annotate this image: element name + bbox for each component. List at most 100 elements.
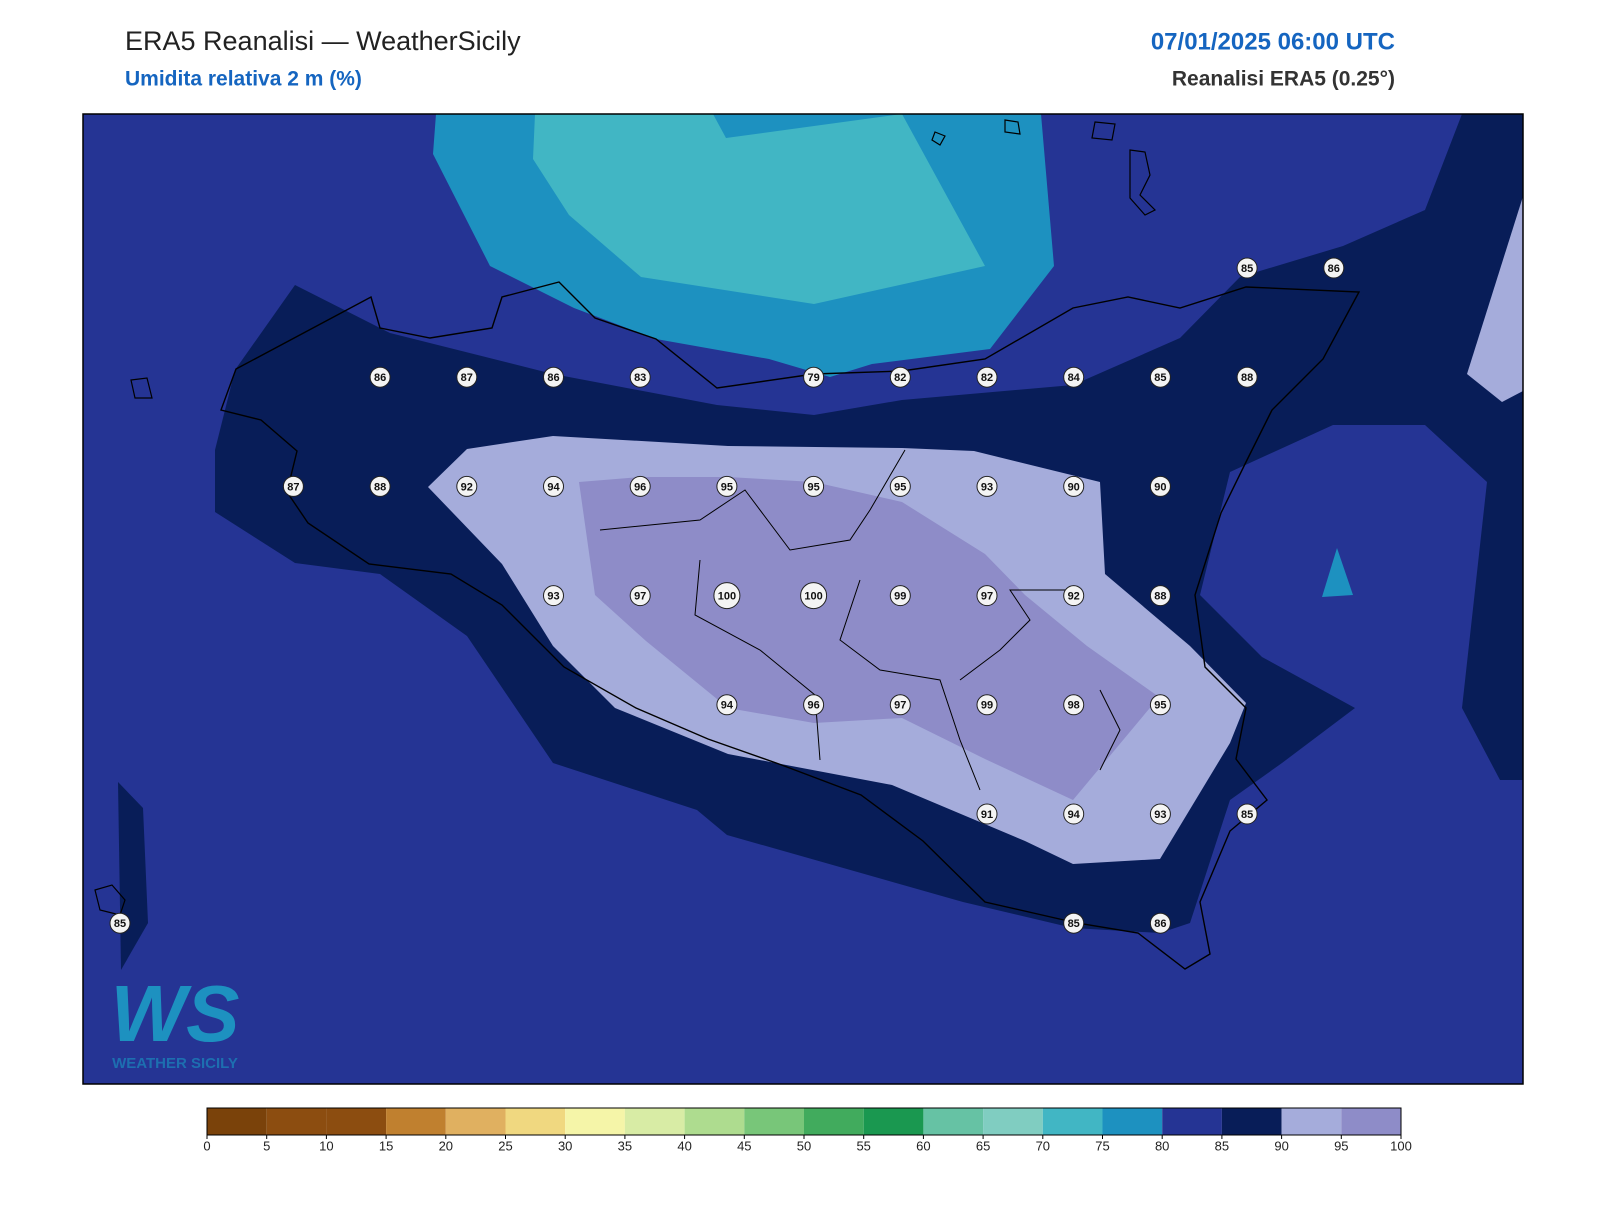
station-marker bbox=[1063, 694, 1085, 716]
station-marker bbox=[1236, 366, 1258, 388]
station-marker bbox=[456, 475, 478, 497]
station-marker bbox=[716, 475, 738, 497]
station-value: 88 bbox=[374, 481, 386, 493]
colorbar-segment bbox=[804, 1108, 864, 1135]
colorbar-tick-label: 55 bbox=[856, 1138, 870, 1153]
station-value: 96 bbox=[807, 700, 819, 712]
station-marker bbox=[803, 694, 825, 716]
station-marker bbox=[889, 366, 911, 388]
station-value: 85 bbox=[1068, 918, 1080, 930]
station-value: 95 bbox=[894, 481, 906, 493]
colorbar-tick-label: 35 bbox=[618, 1138, 632, 1153]
colorbar-tick-label: 85 bbox=[1215, 1138, 1229, 1153]
station-marker bbox=[976, 475, 998, 497]
station-value: 99 bbox=[894, 591, 906, 603]
colorbar-tick-label: 100 bbox=[1390, 1138, 1412, 1153]
station-value: 100 bbox=[804, 591, 822, 603]
station-marker bbox=[1149, 803, 1171, 825]
colorbar-tick-label: 45 bbox=[737, 1138, 751, 1153]
station-value: 83 bbox=[634, 372, 646, 384]
station-value: 90 bbox=[1068, 481, 1080, 493]
colorbar-tick-label: 95 bbox=[1334, 1138, 1348, 1153]
station-marker bbox=[1063, 585, 1085, 607]
station-marker bbox=[1149, 585, 1171, 607]
colorbar-segment bbox=[505, 1108, 566, 1135]
contour bbox=[1322, 548, 1353, 597]
contour bbox=[1467, 196, 1523, 402]
station-marker bbox=[282, 475, 304, 497]
colorbar-tick-label: 20 bbox=[439, 1138, 453, 1153]
station-marker bbox=[629, 585, 651, 607]
colorbar-segment bbox=[1162, 1108, 1222, 1135]
contour bbox=[533, 114, 985, 304]
colorbar-tick-label: 0 bbox=[203, 1138, 210, 1153]
station-marker bbox=[109, 912, 131, 934]
colorbar-tick-label: 50 bbox=[797, 1138, 811, 1153]
station-marker bbox=[1063, 475, 1085, 497]
station-value: 93 bbox=[547, 591, 559, 603]
station-value: 100 bbox=[718, 591, 736, 603]
station-value: 99 bbox=[981, 700, 993, 712]
station-marker bbox=[713, 582, 741, 610]
station-marker bbox=[716, 694, 738, 716]
station-value: 94 bbox=[547, 481, 560, 493]
station-value: 96 bbox=[634, 481, 646, 493]
station-value: 98 bbox=[1068, 700, 1080, 712]
station-marker bbox=[543, 585, 564, 607]
station-marker bbox=[1063, 366, 1085, 388]
colorbar-segment bbox=[1341, 1108, 1401, 1135]
province-border bbox=[599, 449, 1121, 791]
colorbar-tick-label: 75 bbox=[1095, 1138, 1109, 1153]
colorbar-segment bbox=[624, 1108, 685, 1135]
station-value: 92 bbox=[461, 481, 473, 493]
station-value: 87 bbox=[287, 481, 299, 493]
map-frame bbox=[82, 113, 1524, 1085]
station-value: 85 bbox=[1241, 263, 1253, 275]
station-value: 85 bbox=[1154, 372, 1166, 384]
station-marker bbox=[889, 475, 911, 497]
station-marker bbox=[976, 694, 998, 716]
coastline bbox=[220, 281, 1361, 970]
station-value: 97 bbox=[981, 591, 993, 603]
station-marker bbox=[1149, 475, 1171, 497]
station-marker bbox=[1236, 803, 1258, 825]
island bbox=[94, 119, 1157, 916]
colorbar-tick-label: 25 bbox=[498, 1138, 512, 1153]
logo-text: WEATHER SICILY bbox=[112, 1055, 238, 1072]
colorbar-segment bbox=[1042, 1108, 1103, 1135]
station-marker bbox=[1236, 257, 1258, 279]
station-marker bbox=[976, 803, 998, 825]
station-marker bbox=[369, 475, 391, 497]
station-marker bbox=[369, 366, 391, 388]
title: ERA5 Reanalisi — WeatherSicily bbox=[125, 26, 521, 56]
station-value: 93 bbox=[981, 481, 993, 493]
station-marker bbox=[543, 366, 564, 388]
station-marker bbox=[889, 585, 911, 607]
station-value: 97 bbox=[634, 591, 646, 603]
station-marker bbox=[629, 366, 651, 388]
colorbar-segment bbox=[326, 1108, 387, 1135]
station-value: 95 bbox=[1154, 700, 1166, 712]
station-value: 82 bbox=[981, 372, 993, 384]
station-value: 88 bbox=[1154, 591, 1166, 603]
station-marker bbox=[543, 475, 564, 497]
map bbox=[83, 114, 1523, 1084]
colorbar-tick-label: 40 bbox=[677, 1138, 691, 1153]
logo-mark: WS bbox=[111, 969, 240, 1058]
station-value: 94 bbox=[721, 700, 734, 712]
station-marker bbox=[1149, 366, 1171, 388]
station-marker bbox=[1323, 257, 1345, 279]
station-marker bbox=[1063, 803, 1085, 825]
colorbar-segment bbox=[923, 1108, 984, 1135]
station-value: 84 bbox=[1068, 372, 1081, 384]
colorbar-segment bbox=[684, 1108, 745, 1135]
station-value: 86 bbox=[1328, 263, 1340, 275]
station-value: 88 bbox=[1241, 372, 1253, 384]
station-value: 90 bbox=[1154, 481, 1166, 493]
colorbar-segment bbox=[1281, 1108, 1342, 1135]
colorbar-tick-label: 65 bbox=[976, 1138, 990, 1153]
station-marker bbox=[889, 694, 911, 716]
station-value: 86 bbox=[1154, 918, 1166, 930]
